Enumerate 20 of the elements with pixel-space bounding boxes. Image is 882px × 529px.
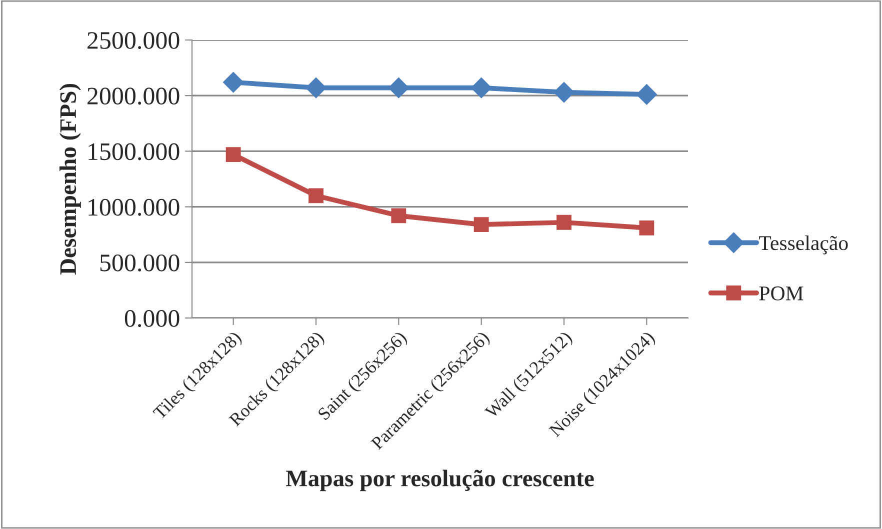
point — [306, 77, 326, 98]
y-tick-label: 1000.000 — [88, 198, 180, 216]
point — [636, 84, 658, 105]
y-tick-label: 2500.000 — [88, 32, 180, 50]
y-tick-label: 500.000 — [100, 254, 180, 272]
legend-label: Tesselação — [759, 235, 848, 254]
point — [556, 214, 572, 230]
point — [474, 217, 489, 232]
point — [391, 208, 406, 224]
point — [554, 82, 574, 103]
legend-label: POM — [759, 286, 804, 300]
x-axis-title: Mapas por resolução crescente — [286, 470, 594, 492]
y-tick-label: 1500.000 — [88, 143, 180, 160]
point — [308, 188, 324, 204]
y-tick-label: 2000.000 — [88, 88, 180, 105]
point — [639, 220, 654, 236]
y-tick-label: 0.000 — [124, 310, 180, 328]
point — [226, 147, 241, 162]
y-axis-title: Desempenho (FPS) — [59, 84, 81, 275]
point — [222, 72, 244, 93]
